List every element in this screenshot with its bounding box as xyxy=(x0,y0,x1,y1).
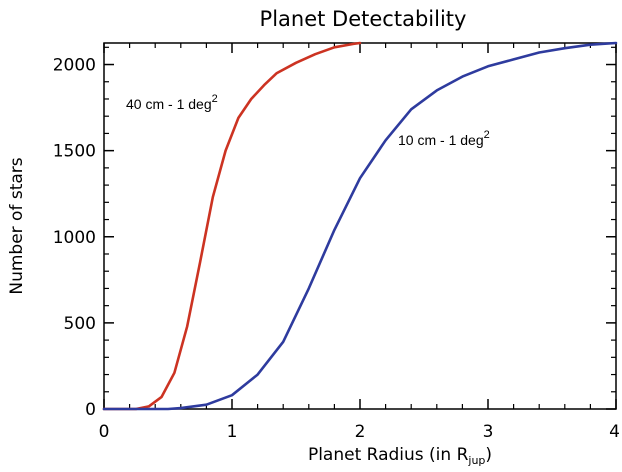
x-axis-ticks: 0 1 2 3 4 xyxy=(99,43,620,442)
series-label-10cm: 10 cm - 1 deg2 xyxy=(398,129,490,148)
series-label-40cm: 40 cm - 1 deg2 xyxy=(126,93,218,112)
series-label-10cm-sup: 2 xyxy=(484,129,490,141)
y-tick-label: 1500 xyxy=(53,142,96,162)
x-axis-label-close: ) xyxy=(485,445,492,465)
x-tick-label: 4 xyxy=(609,422,620,442)
y-axis-label: Number of stars xyxy=(7,157,27,294)
series-label-10cm-text: 10 cm - 1 deg xyxy=(398,132,484,148)
y-tick-label: 0 xyxy=(85,400,96,420)
series-label-40cm-text: 40 cm - 1 deg xyxy=(126,96,212,112)
series-lines xyxy=(102,41,618,411)
x-tick-label: 3 xyxy=(483,422,494,442)
x-axis-label-subscript: jup xyxy=(467,454,485,467)
series-line-40cm xyxy=(102,41,362,411)
x-axis-label-main: Planet Radius (in R xyxy=(308,445,469,465)
chart-title: Planet Detectability xyxy=(260,7,467,31)
y-axis-ticks: 0 500 1000 1500 2000 xyxy=(53,46,616,420)
y-tick-label: 500 xyxy=(64,314,96,334)
series-line-10cm xyxy=(102,41,618,411)
x-tick-label: 0 xyxy=(99,422,110,442)
y-tick-label: 1000 xyxy=(53,228,96,248)
x-tick-label: 2 xyxy=(355,422,366,442)
x-tick-label: 1 xyxy=(227,422,238,442)
x-axis-label: Planet Radius (in Rjup) xyxy=(308,445,492,467)
y-tick-label: 2000 xyxy=(53,56,96,76)
series-label-40cm-sup: 2 xyxy=(212,93,218,105)
